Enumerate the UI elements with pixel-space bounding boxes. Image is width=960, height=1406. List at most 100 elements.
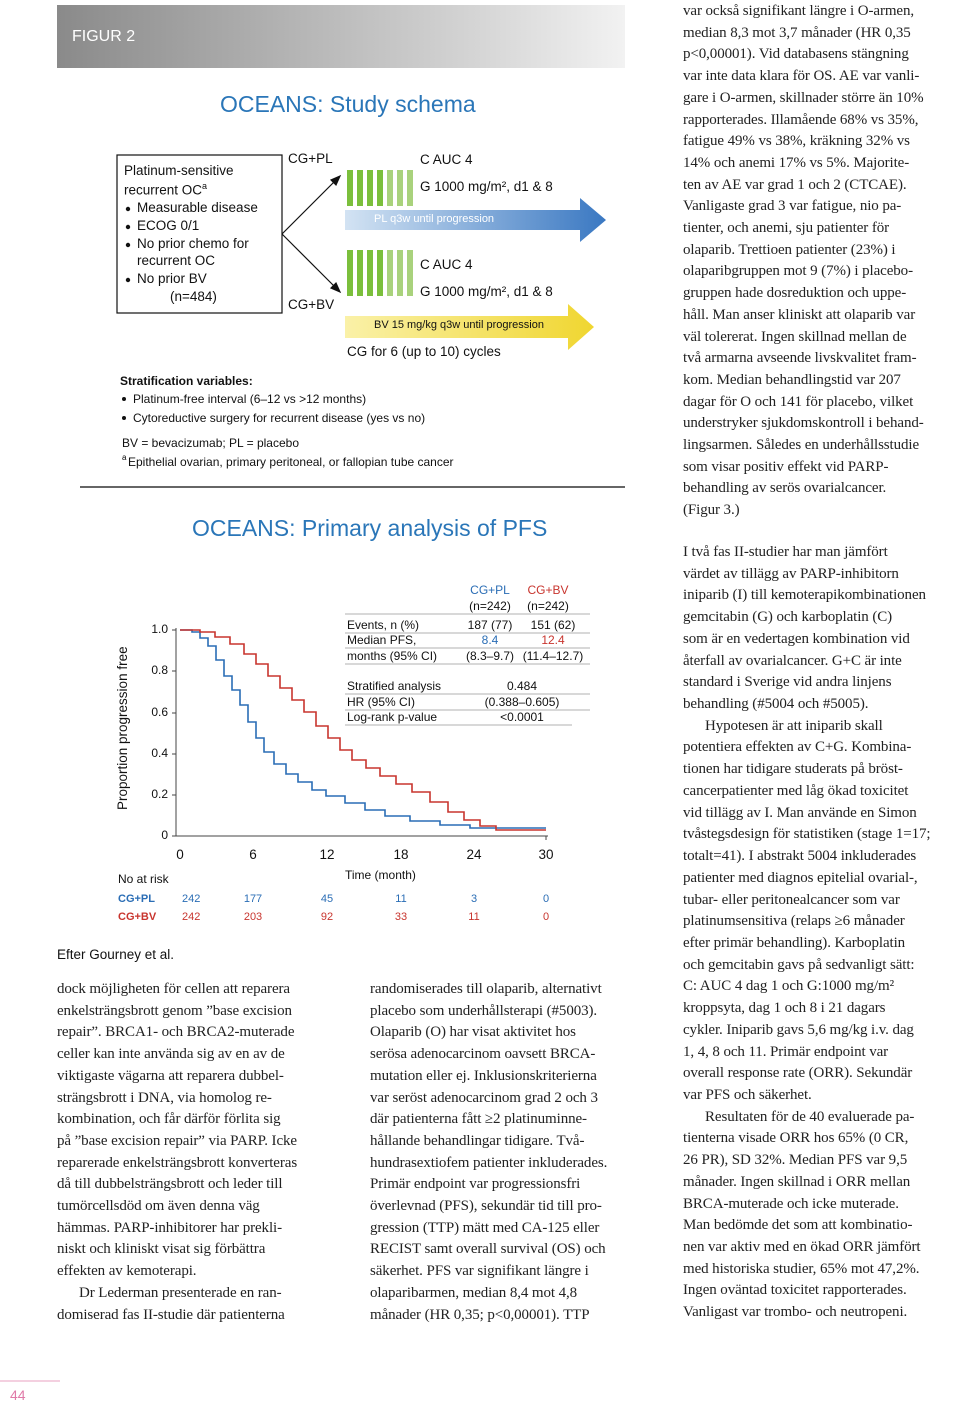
superscript: a <box>202 181 208 191</box>
text-line: celler kan inte använda sig av en av de <box>57 1046 285 1063</box>
risk-value: 177 <box>243 893 263 905</box>
km-cgpl <box>180 629 546 829</box>
y-tick-label: 0.6 <box>151 705 168 719</box>
cycle-bar <box>367 250 373 296</box>
table-cell: 12.4 <box>541 633 565 647</box>
text-line: ten av AE var grad 1 och 2 (CTCAE). <box>683 176 907 193</box>
table-label: months (95% CI) <box>347 649 438 663</box>
text-line: totalt=41). I abstrakt 5004 inkluderades <box>683 848 917 865</box>
inclusion-bullet: ECOG 0/1 <box>137 218 200 233</box>
text-line: tionen har tidigare studerats på bröst- <box>683 761 903 778</box>
text-line: tubar- eller peritonealcancer som var <box>683 891 900 908</box>
text-line: reparerade enkelsträngsbrott konverteras <box>57 1154 298 1171</box>
table-head: (n=242) <box>527 599 569 613</box>
table-head: CG+BV <box>527 583 569 597</box>
cycle-bar <box>407 170 413 206</box>
figure-header <box>57 5 625 68</box>
text-line: kroppsyta, dag 1 och 8 i 21 dagars <box>683 1000 886 1017</box>
text-line: repair”. BRCA1- och BRCA2-muterade <box>57 1024 295 1041</box>
text-line: hundrasextiofem patienter inkluderades. <box>370 1154 608 1171</box>
risk-name: CG+BV <box>118 911 157 923</box>
text-line: overall response rate (ORR). Sekundär <box>683 1065 913 1082</box>
text-line: Man bedömde det som att kombinatio- <box>683 1217 913 1234</box>
text-line: där patienterna fått ≥2 platinuminne- <box>370 1111 587 1128</box>
cycle-bar <box>377 250 383 296</box>
text-line: hållande behandlingar tidigare. Två- <box>370 1132 585 1149</box>
text-line: efter primär behandling). Karboplatin <box>683 934 906 951</box>
text-line: gare i O-armen, skillnader större än 10% <box>683 89 924 106</box>
text-line: potentiera effekten av C+G. Kombina- <box>683 739 912 756</box>
text-line: olaparibgruppen mot 9 (7%) i placebo- <box>683 263 913 280</box>
text-line: kom. Median behandlingstid var 207 <box>683 371 901 388</box>
text-line: tienterna visade ORR hos 65% (0 CR, <box>683 1130 909 1147</box>
x-axis-label: Time (month) <box>345 868 416 882</box>
text-line: nen var aktiv med en ökad ORR jämfört <box>683 1239 921 1256</box>
cycle-bar <box>377 170 383 206</box>
y-tick-label: 0.2 <box>151 787 168 801</box>
table-label: Median PFS, <box>347 633 417 647</box>
text-line: var också signifikant längre i O-armen, <box>683 3 915 19</box>
table-cell: (0.388–0.605) <box>484 695 560 709</box>
km-cgbv <box>180 629 546 831</box>
text-line: lingsarmen. Således en underhållsstudie <box>683 437 920 453</box>
text-line: gression (TTP) mätt med CA-125 eller <box>370 1219 600 1236</box>
text-line: p<0,00001). Vid databasens stängning <box>683 46 909 63</box>
regimen-arrow-text: BV 15 mg/kg q3w until progression <box>374 319 544 331</box>
schema-title: OCEANS: Study schema <box>220 91 476 117</box>
x-tick-label: 30 <box>538 847 554 862</box>
randomization-arrows <box>281 174 342 294</box>
text-line: serösa adenocarcinom oavsett BRCA- <box>370 1046 596 1063</box>
text-line: Primär endpoint var progressionsfri <box>370 1176 581 1193</box>
text-line: olaparibarmen, median 8,4 mot 4,8 <box>370 1284 578 1301</box>
footnote-mark: a <box>122 453 127 462</box>
risk-title: No at risk <box>118 872 169 886</box>
risk-value: 3 <box>470 893 478 905</box>
text-line: understryker sjukdomskontroll i behand- <box>683 415 924 432</box>
x-tick-label: 24 <box>466 847 482 862</box>
text-line: patienter med diagnos epitelial ovarial-… <box>683 869 918 886</box>
text-line: fatigue 49% vs 38%, kräkning 32% vs <box>683 133 910 150</box>
text-line: median 8,3 mot 3,7 månader (HR 0,35 <box>683 24 911 41</box>
strat-item: Platinum-free interval (6–12 vs >12 mont… <box>133 392 367 406</box>
text-line: domiserad fas II-studie där patienterna <box>57 1306 285 1323</box>
text-line: var seröst adenocarcinom grad 2 och 3 <box>370 1089 598 1106</box>
text-line: BRCA-muterade och icke muterade. <box>683 1195 899 1212</box>
text-line: månader (HR 0,35; p<0,00001). TTP <box>370 1306 590 1323</box>
cycle-bar <box>387 170 393 206</box>
text-line: var PFS och säkerhet. <box>683 1087 812 1103</box>
x-tick-label: 0 <box>176 847 184 862</box>
text-line: Vanligast var trombo- och neutropeni. <box>683 1304 908 1321</box>
text-line: hämmas. PARP-inhibitorer har prekli- <box>57 1219 282 1236</box>
text-line: niskt och kliniskt visat sig förbättra <box>57 1241 266 1258</box>
table-label: Events, n (%) <box>347 618 420 632</box>
bullets <box>122 206 131 420</box>
text-line: väl tolererat. Ingen skillnad mellan de <box>683 328 907 345</box>
risk-value: 33 <box>394 911 408 923</box>
table-cell: 151 (62) <box>530 618 576 632</box>
risk-value: 0 <box>542 911 550 923</box>
figure-label: FIGUR 2 <box>72 28 136 45</box>
text-line: effekten av kemoterapi. <box>57 1263 197 1280</box>
text-line: Dr Lederman presenterade en ran- <box>79 1284 282 1301</box>
credit: Efter Gourney et al. <box>57 947 175 962</box>
risk-value: 11 <box>468 911 480 923</box>
table-head: (n=242) <box>469 599 511 613</box>
table-rules <box>345 613 590 726</box>
text-line: som visar positiv effekt vid PARP- <box>683 458 889 475</box>
text-line: två armarna avseende livskvalitet fram- <box>683 350 917 367</box>
text-line: standard i Sverige vid andra linjens <box>683 674 892 691</box>
text-line: 26 PR), SD 32%. Median PFS var 9,5 <box>683 1152 908 1169</box>
text-line: månader. Ingen skillnad i ORR mellan <box>683 1173 911 1190</box>
text-line: cancerpatienter med låg ökad toxicitet <box>683 782 909 799</box>
table-label: Log-rank p-value <box>347 710 438 724</box>
text-line: behandling (#5004 och #5005). <box>683 696 869 713</box>
regimen: C AUC 4 <box>420 257 473 272</box>
table-label: Stratified analysis <box>347 679 442 693</box>
risk-value: 203 <box>243 911 263 923</box>
text-line: var inte data klara för OS. AE var vanli… <box>683 68 920 85</box>
text-line: tvåstegsdesign för statistiken (stage 1=… <box>683 826 931 843</box>
km-curves <box>180 629 546 831</box>
inclusion-bullet: Measurable disease <box>137 200 258 215</box>
cycle-bar <box>407 250 413 296</box>
text-line: 14% och anemi 17% vs 5%. Majorite- <box>683 154 910 171</box>
